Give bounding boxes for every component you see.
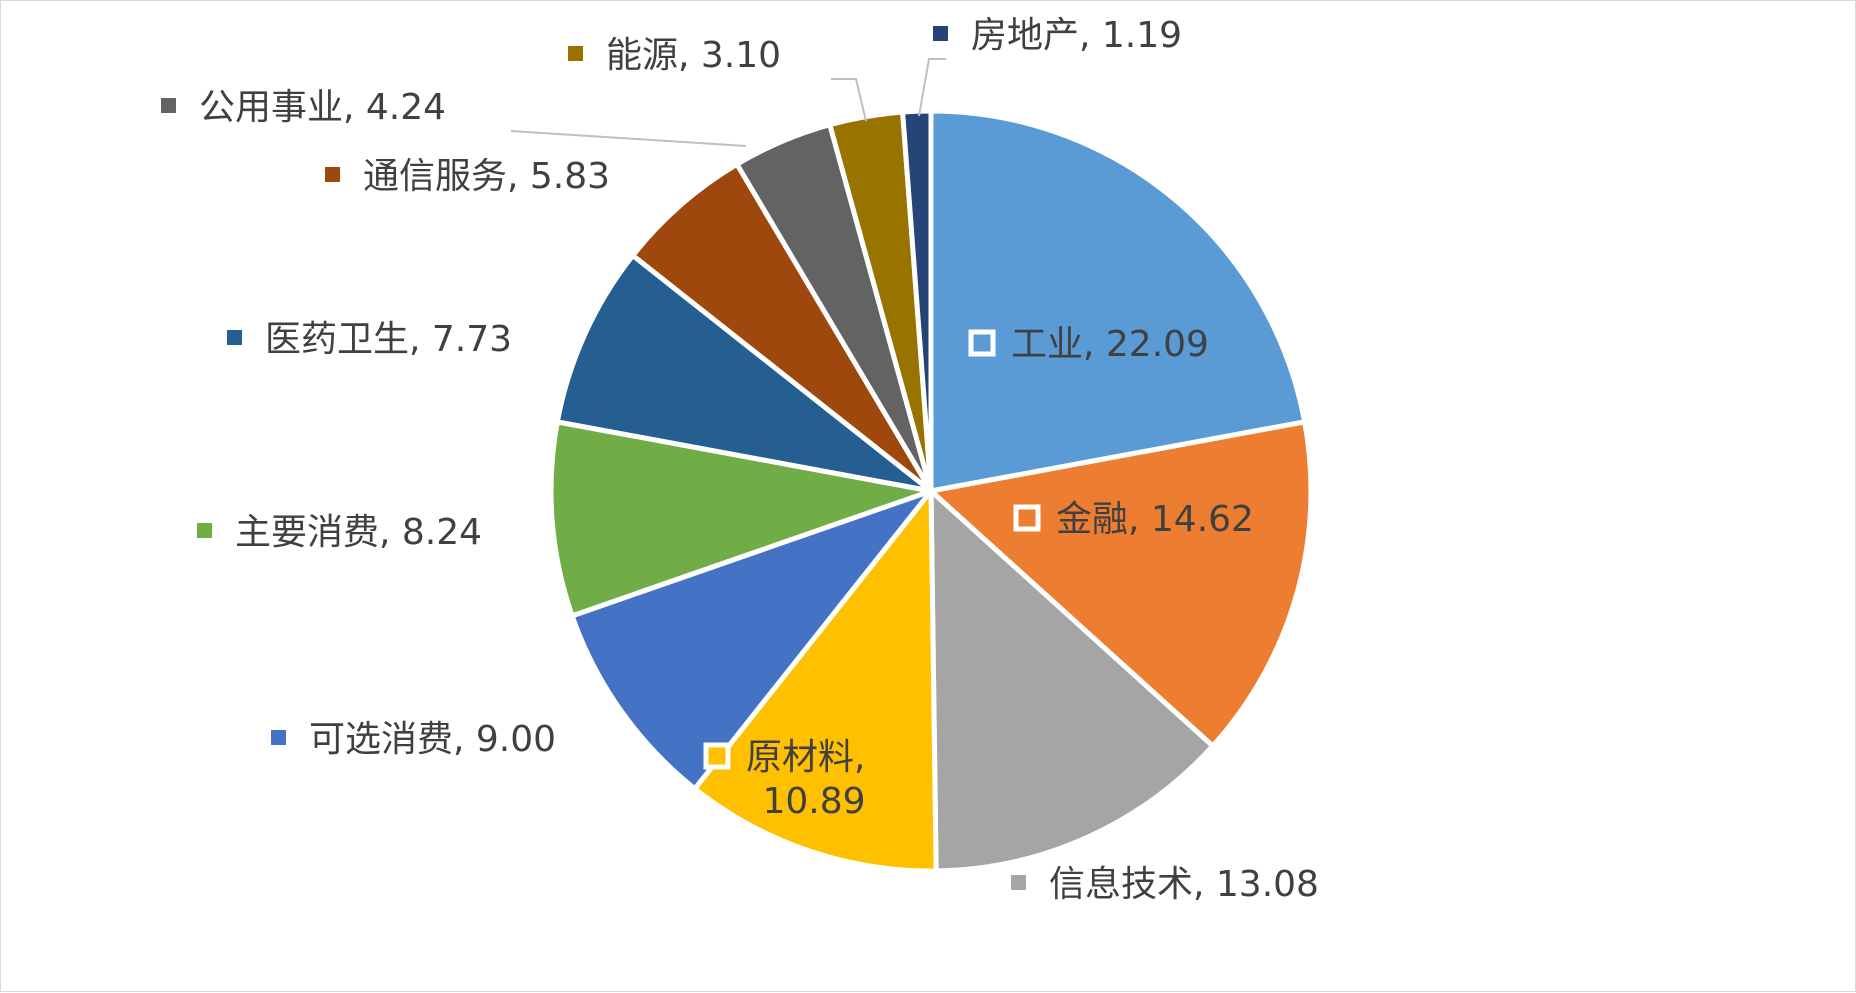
data-label-6: 主要消费, 8.24 [197, 512, 482, 553]
data-label-text-2: 金融, 14.62 [1056, 499, 1254, 540]
pie-slice-4 [692, 488, 939, 874]
pie-slice-2 [928, 419, 1314, 749]
legend-key-10 [568, 46, 583, 61]
pie-slice-7 [554, 252, 934, 494]
legend-key-7 [227, 330, 242, 345]
data-label-7: 医药卫生, 7.73 [227, 319, 512, 360]
legend-key-2 [1013, 504, 1041, 532]
data-label-text-11: 房地产, 1.19 [971, 15, 1182, 56]
data-label-text-6: 主要消费, 8.24 [235, 512, 482, 553]
data-label-text-3: 信息技术, 13.08 [1049, 864, 1319, 905]
pie-slice-5 [569, 488, 934, 792]
pie-slice-3 [928, 488, 1216, 874]
pie-slice-8 [630, 161, 934, 494]
data-label-1: 工业, 22.09 [968, 324, 1209, 365]
pie-slice-1 [928, 108, 1308, 494]
legend-key-9 [161, 98, 176, 113]
legend-key-1 [968, 329, 996, 357]
data-labels: 工业, 22.09 金融, 14.62 信息技术, 13.08 原材料, 10.89 可选… [161, 15, 1319, 905]
leader-line-11 [918, 58, 946, 117]
pie-slices [548, 108, 1314, 874]
data-label-text-9: 公用事业, 4.24 [199, 87, 446, 128]
pie-slice-11 [900, 108, 934, 494]
pie-slice-6 [548, 419, 934, 619]
data-label-10: 能源, 3.10 [568, 35, 867, 122]
data-label-text-7: 医药卫生, 7.73 [265, 319, 512, 360]
legend-key-8 [325, 167, 340, 182]
data-label-text-5: 可选消费, 9.00 [309, 719, 556, 760]
legend-key-6 [197, 523, 212, 538]
leader-line-9 [510, 130, 747, 147]
data-label-3: 信息技术, 13.08 [1011, 864, 1319, 905]
data-label-text-4: 原材料, 10.89 [746, 737, 866, 822]
legend-key-4 [703, 742, 731, 770]
data-label-text-10: 能源, 3.10 [606, 35, 781, 76]
data-label-8: 通信服务, 5.83 [325, 156, 610, 197]
data-label-9: 公用事业, 4.24 [161, 87, 747, 147]
legend-key-5 [271, 730, 286, 745]
data-label-11: 房地产, 1.19 [918, 15, 1182, 117]
legend-key-3 [1011, 875, 1026, 890]
data-label-4: 原材料, 10.89 [703, 737, 866, 822]
data-label-text-8: 通信服务, 5.83 [363, 156, 610, 197]
legend-key-11 [933, 26, 948, 41]
leader-line-10 [831, 78, 867, 122]
data-label-5: 可选消费, 9.00 [271, 719, 556, 760]
data-label-text-1: 工业, 22.09 [1011, 324, 1209, 365]
data-label-2: 金融, 14.62 [1013, 499, 1254, 540]
